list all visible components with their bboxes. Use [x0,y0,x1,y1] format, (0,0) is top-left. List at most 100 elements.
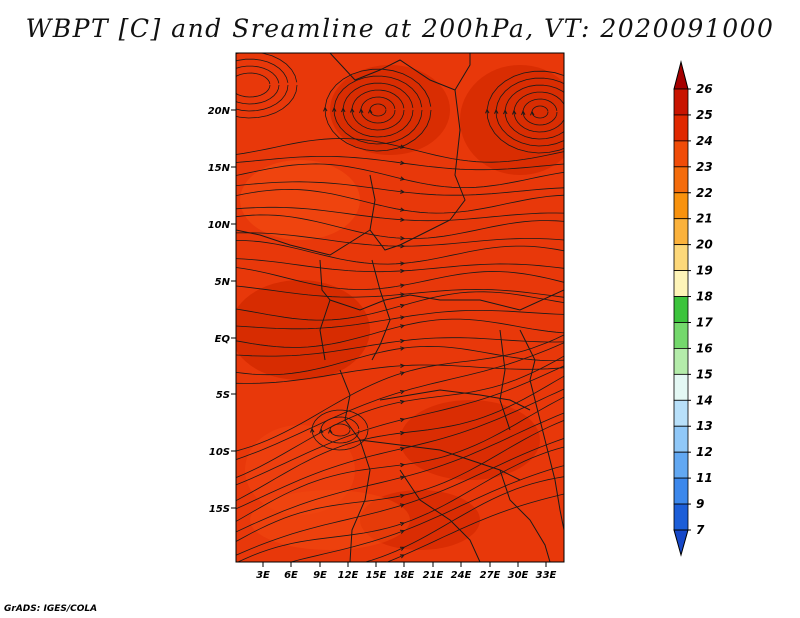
streamline-arrow [399,554,406,559]
colorbar-box [673,166,689,194]
streamline [236,72,271,98]
colorbar-box [673,296,689,323]
streamline [236,291,564,321]
streamline-arrow [399,371,406,376]
streamline [236,163,564,188]
lon-label: 12E [338,570,359,581]
map-frame [235,52,565,563]
streamline [236,65,280,105]
colorbar-box [673,503,689,531]
streamline-arrow [399,503,406,508]
streamline [236,337,564,357]
streamline [333,75,423,145]
streamline-arrow [341,107,346,113]
streamline-arrow [399,144,406,149]
streamline [324,68,432,152]
streamline-arrow [399,522,406,527]
streamline [236,375,564,502]
streamline-arrow [400,268,406,274]
streamline [236,355,564,478]
streamline [342,82,414,138]
colorbar-box [673,451,689,479]
colorbar-label: 17 [696,315,713,329]
streamline-arrow [350,107,355,113]
colorbar-label: 18 [696,290,713,304]
longitude-axis: 3E 6E 9E 12E 15E 18E 21E 24E 27E 30E 33E [256,562,557,581]
streamline [236,420,564,542]
colorbar-label: 9 [696,497,704,511]
streamline [236,285,564,298]
colorbar-bottom-arrow [673,529,689,557]
colorbar-label: 13 [696,419,713,433]
colorbar-box [673,477,689,505]
colorbar-label: 22 [696,186,713,200]
streamline-arrow [399,546,406,551]
lon-label: 21E [423,570,444,581]
streamline-arrow [220,84,224,88]
lon-label: 15E [366,570,387,581]
lon-label: 27E [480,570,501,581]
streamline-arrow [399,446,406,452]
colorbar-label: 15 [696,367,713,381]
streamline [363,476,564,562]
lon-label: 6E [284,570,298,581]
streamline [236,364,564,384]
colorbar-label: 23 [696,160,713,174]
colorbar-label: 11 [696,471,713,485]
streamline [236,232,564,247]
colorbar-box [673,348,689,375]
streamline [236,267,564,290]
colorbar-box [673,425,689,453]
streamline-arrow [399,493,406,498]
country-borders [236,53,564,562]
colorbar-box [673,399,689,427]
streamline-arrow [359,108,364,114]
latitude-axis: 20N 15N 10N 5N EQ 5S 10S 15S [208,106,236,515]
streamline-arrow [310,427,315,433]
streamline-arrow [399,176,406,181]
lat-label: 20N [208,106,231,117]
streamline [495,77,564,147]
streamline [236,206,564,222]
lon-label: 24E [451,570,472,581]
streamline [360,96,396,124]
colorbar-label: 14 [696,393,713,407]
streamline [386,493,564,562]
lat-label: 10S [209,447,230,458]
colorbar-box [673,244,689,271]
colorbar-label: 24 [696,134,713,148]
colorbar-box [673,114,689,142]
colorbar-box [673,373,689,401]
streamline [236,310,564,330]
streamline [236,214,564,240]
lat-label: 10N [208,220,231,231]
streamline [351,89,405,131]
grads-credit: GrADS: IGES/COLA [4,604,98,614]
streamline-arrow [485,108,490,114]
streamline [486,70,564,154]
colorbar-box [673,192,689,220]
streamline [236,388,564,510]
streamline-arrow [368,108,373,114]
streamline [236,365,564,486]
streamline [236,58,289,112]
colorbar-label: 7 [696,523,705,537]
streamline [236,334,564,452]
streamline-arrow [229,84,233,88]
streamline [236,318,564,348]
streamline-arrow [399,529,406,534]
streamline-arrow [400,189,406,194]
streamline-arrow [400,430,406,436]
streamline [522,98,558,126]
streamline-arrow [328,428,333,434]
streamline [236,53,298,119]
streamline-arrow [400,315,406,320]
colorbar-label: 12 [696,445,713,459]
lat-label: 15N [208,163,231,174]
lon-label: 33E [536,570,557,581]
colorbar-box [673,270,689,297]
streamline [320,416,360,444]
streamline-arrow [400,217,406,222]
colorbar-label: 16 [696,341,713,355]
